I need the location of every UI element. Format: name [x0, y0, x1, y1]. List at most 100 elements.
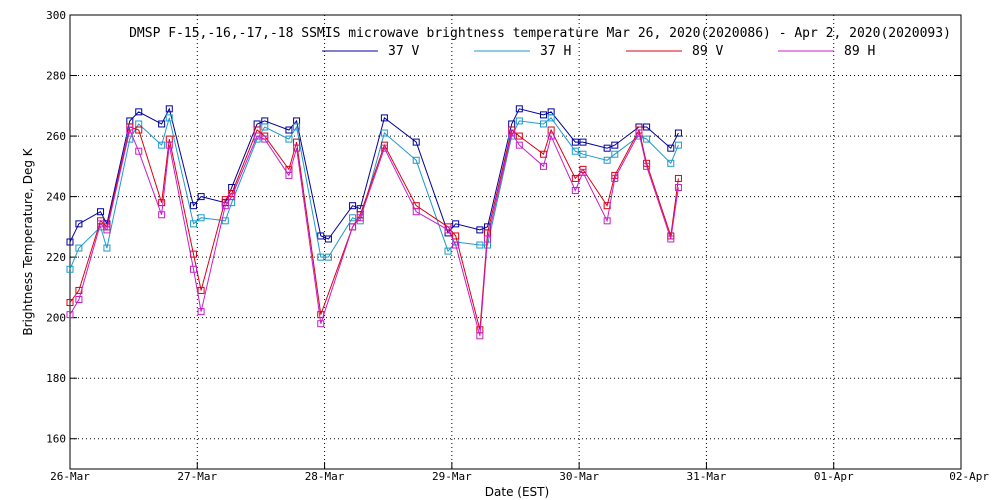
data-point: [66, 265, 74, 273]
data-point: [75, 244, 83, 252]
data-point: [317, 320, 325, 328]
series-line: [69, 117, 679, 270]
legend-label: 37 V: [388, 44, 419, 59]
y-axis: 160 180 200 220 240 260 280 300: [46, 9, 961, 446]
y-tick-label: 280: [46, 70, 66, 83]
x-tick-label: 01-Apr: [814, 470, 854, 483]
legend: 37 V 37 H 89 V 89 H: [322, 44, 875, 59]
data-point: [508, 129, 516, 137]
y-tick-label: 220: [46, 251, 66, 264]
data-point: [674, 184, 682, 192]
legend-label: 89 H: [844, 44, 875, 59]
data-point: [674, 141, 682, 149]
chart-title: DMSP F-15,-16,-17,-18 SSMIS microwave br…: [129, 26, 951, 41]
data-point: [547, 114, 555, 122]
data-point: [103, 226, 111, 234]
series-group: [66, 105, 682, 340]
data-point: [197, 308, 205, 316]
data-point: [483, 235, 491, 243]
data-point: [540, 111, 548, 119]
data-point: [635, 129, 643, 137]
data-point: [667, 144, 675, 152]
grid-lines: [70, 15, 961, 469]
data-point: [189, 265, 197, 273]
data-point: [228, 193, 236, 201]
data-point: [380, 129, 388, 137]
data-point: [158, 141, 166, 149]
data-point: [285, 126, 293, 134]
y-tick-label: 160: [46, 433, 66, 446]
plot-frame: [69, 14, 962, 470]
data-point: [571, 187, 579, 195]
data-point: [261, 123, 269, 131]
data-point: [126, 126, 134, 134]
data-point: [579, 138, 587, 146]
x-tick-label: 31-Mar: [687, 470, 727, 483]
data-point: [444, 247, 452, 255]
data-point: [643, 135, 651, 143]
data-point: [571, 147, 579, 155]
series-line: [69, 128, 679, 336]
y-axis-label: Brightness Temperature, Deg K: [21, 147, 35, 335]
data-point: [611, 141, 619, 149]
data-point: [165, 114, 173, 122]
data-point: [515, 117, 523, 125]
data-point: [135, 126, 143, 134]
data-point: [611, 174, 619, 182]
data-point: [540, 120, 548, 128]
data-point: [317, 253, 325, 261]
data-point: [349, 223, 357, 231]
data-point: [75, 296, 83, 304]
data-point: [476, 332, 484, 340]
data-point: [643, 162, 651, 170]
data-point: [603, 144, 611, 152]
data-point: [643, 123, 651, 131]
data-point: [412, 156, 420, 164]
data-point: [158, 211, 166, 219]
data-point: [452, 232, 460, 240]
data-point: [611, 150, 619, 158]
data-point: [452, 220, 460, 228]
x-tick-label: 28-Mar: [305, 470, 345, 483]
data-point: [540, 162, 548, 170]
y-tick-label: 180: [46, 372, 66, 385]
data-point: [579, 168, 587, 176]
data-point: [579, 150, 587, 158]
legend-label: 37 H: [540, 44, 571, 59]
data-point: [285, 135, 293, 143]
data-point: [293, 144, 301, 152]
data-point: [515, 105, 523, 113]
data-point: [515, 132, 523, 140]
data-point: [261, 135, 269, 143]
series-37-h: [66, 114, 682, 273]
data-point: [158, 120, 166, 128]
data-point: [103, 244, 111, 252]
x-tick-label: 02-Apr: [949, 470, 989, 483]
data-point: [476, 241, 484, 249]
data-point: [66, 299, 74, 307]
data-point: [97, 220, 105, 228]
data-point: [603, 217, 611, 225]
data-point: [197, 214, 205, 222]
data-point: [674, 129, 682, 137]
data-point: [515, 141, 523, 149]
data-point: [197, 286, 205, 294]
y-tick-label: 200: [46, 312, 66, 325]
y-tick-label: 300: [46, 9, 66, 22]
series-line: [69, 107, 679, 243]
data-point: [293, 123, 301, 131]
data-point: [452, 241, 460, 249]
data-point: [165, 105, 173, 113]
data-point: [674, 174, 682, 182]
x-tick-label: 29-Mar: [432, 470, 472, 483]
data-point: [667, 235, 675, 243]
data-point: [571, 174, 579, 182]
data-point: [603, 156, 611, 164]
data-point: [476, 226, 484, 234]
data-point: [324, 253, 332, 261]
data-point: [444, 226, 452, 234]
data-point: [412, 208, 420, 216]
data-point: [317, 232, 325, 240]
x-tick-label: 30-Mar: [559, 470, 599, 483]
